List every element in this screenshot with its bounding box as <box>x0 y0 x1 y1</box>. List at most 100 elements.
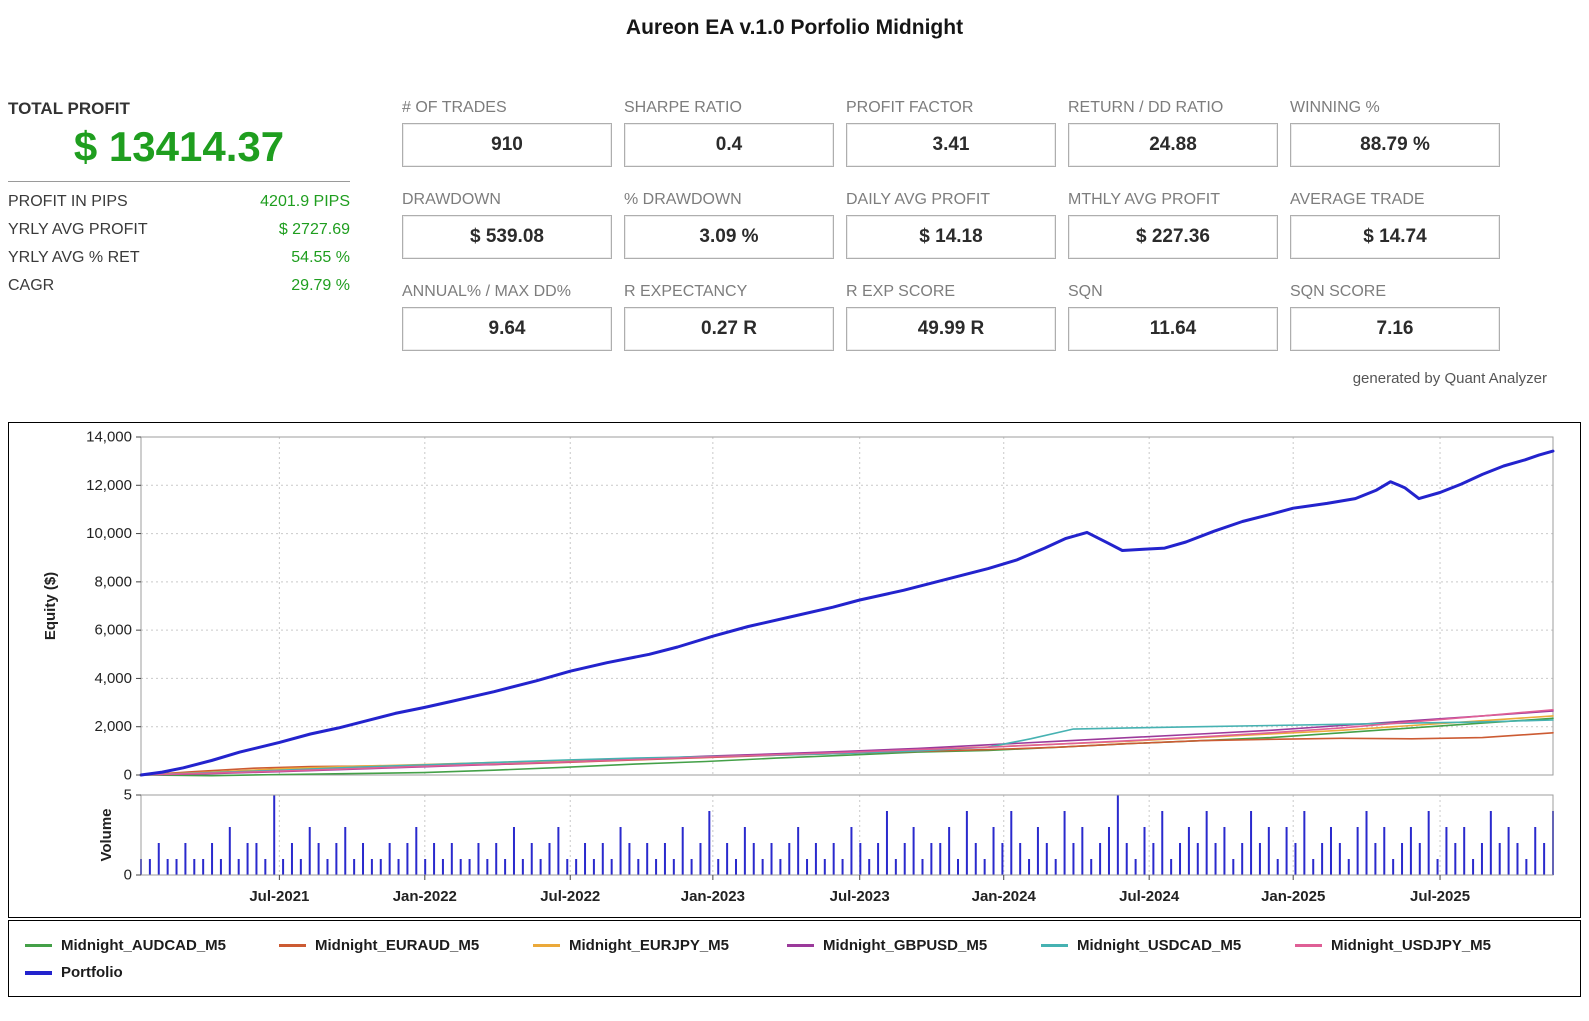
legend-swatch-Midnight_GBPUSD_M5 <box>787 944 814 947</box>
total-profit-value: $ 13414.37 <box>8 123 350 182</box>
profit-row-value: 54.55 % <box>291 249 350 266</box>
stat-value-box: 7.16 <box>1290 307 1500 351</box>
svg-text:Jan-2024: Jan-2024 <box>972 888 1037 905</box>
profit-row-label: YRLY AVG PROFIT <box>8 221 148 238</box>
svg-text:10,000: 10,000 <box>86 525 132 542</box>
svg-text:Jan-2022: Jan-2022 <box>393 888 457 905</box>
svg-text:4,000: 4,000 <box>94 670 132 687</box>
stat-value-box: $ 14.18 <box>846 215 1056 259</box>
stat-label: MTHLY AVG PROFIT <box>1068 191 1221 208</box>
y-axis-volume: 0 5 Volume <box>98 787 141 884</box>
stat-value-box: 24.88 <box>1068 123 1278 167</box>
legend-swatch-Midnight_EURJPY_M5 <box>533 944 560 947</box>
profit-detail-rows: PROFIT IN PIPS 4201.9 PIPS YRLY AVG PROF… <box>8 188 350 300</box>
stat-label: # OF TRADES <box>402 99 507 116</box>
chart-legend: Midnight_AUDCAD_M5 Midnight_EURAUD_M5 Midn… <box>8 920 1581 997</box>
legend-row-2: Portfolio <box>25 959 1580 986</box>
stat-value-box: 11.64 <box>1068 307 1278 351</box>
legend-item-Midnight_GBPUSD_M5: Midnight_GBPUSD_M5 <box>787 937 1041 954</box>
stats-row-1: # OF TRADES SHARPE RATIO PROFIT FACTOR R… <box>402 99 1500 167</box>
total-profit-header: TOTAL PROFIT <box>8 99 130 118</box>
svg-text:8,000: 8,000 <box>94 573 132 590</box>
svg-text:0: 0 <box>124 767 132 784</box>
stat-label: RETURN / DD RATIO <box>1068 99 1224 116</box>
stat-label: R EXPECTANCY <box>624 283 748 300</box>
legend-swatch-Midnight_EURAUD_M5 <box>279 944 306 947</box>
svg-text:2,000: 2,000 <box>94 718 132 735</box>
gridlines <box>141 436 1553 875</box>
series-Midnight_AUDCAD_M5 <box>140 717 1554 777</box>
profit-row-cagr: CAGR 29.79 % <box>8 272 350 300</box>
stat-value-box: 49.99 R <box>846 307 1056 351</box>
stat-value-box: 3.41 <box>846 123 1056 167</box>
volume-bars <box>140 795 1554 875</box>
legend-swatch-Midnight_USDCAD_M5 <box>1041 944 1068 947</box>
profit-row-yrly-avg: YRLY AVG PROFIT $ 2727.69 <box>8 216 350 244</box>
legend-label: Midnight_EURAUD_M5 <box>315 937 480 954</box>
equity-chart: 0 2,000 4,000 6,000 8,000 10,000 12,000 14,000 E… <box>42 429 1555 905</box>
svg-text:Volume: Volume <box>98 808 115 861</box>
legend-item-Portfolio: Portfolio <box>25 964 123 981</box>
profit-row-label: YRLY AVG % RET <box>8 249 140 266</box>
stat-label: SQN SCORE <box>1290 283 1387 300</box>
stat-label: SHARPE RATIO <box>624 99 742 116</box>
legend-item-Midnight_EURAUD_M5: Midnight_EURAUD_M5 <box>279 937 533 954</box>
equity-chart-panel: 0 2,000 4,000 6,000 8,000 10,000 12,000 14,000 E… <box>8 422 1581 918</box>
stats-grid: # OF TRADES SHARPE RATIO PROFIT FACTOR R… <box>402 99 1500 375</box>
profit-row-yrly-pct: YRLY AVG % RET 54.55 % <box>8 244 350 272</box>
profit-row-value: 29.79 % <box>291 277 350 294</box>
stat-label: ANNUAL% / MAX DD% <box>402 283 571 300</box>
series-Portfolio <box>139 449 1555 777</box>
svg-text:12,000: 12,000 <box>86 477 132 494</box>
legend-swatch-Portfolio <box>25 970 52 975</box>
legend-swatch-Midnight_AUDCAD_M5 <box>25 944 52 947</box>
stat-label: DAILY AVG PROFIT <box>846 191 991 208</box>
legend-item-Midnight_EURJPY_M5: Midnight_EURJPY_M5 <box>533 937 787 954</box>
svg-text:Jul-2024: Jul-2024 <box>1119 888 1180 905</box>
legend-label: Midnight_GBPUSD_M5 <box>823 937 988 954</box>
plot-frames <box>140 436 1554 876</box>
legend-swatch-Midnight_USDJPY_M5 <box>1295 944 1322 947</box>
stat-value-box: 910 <box>402 123 612 167</box>
legend-item-Midnight_AUDCAD_M5: Midnight_AUDCAD_M5 <box>25 937 279 954</box>
svg-text:Jul-2021: Jul-2021 <box>249 888 309 905</box>
stat-label: SQN <box>1068 283 1103 300</box>
svg-text:0: 0 <box>124 867 132 884</box>
total-profit-panel: TOTAL PROFIT $ 13414.37 PROFIT IN PIPS 4… <box>8 99 350 300</box>
legend-item-Midnight_USDJPY_M5: Midnight_USDJPY_M5 <box>1295 937 1549 954</box>
svg-text:Jan-2025: Jan-2025 <box>1261 888 1325 905</box>
stat-value-box: $ 14.74 <box>1290 215 1500 259</box>
x-axis: Jul-2021 Jan-2022 Jul-2022 Jan-2023 Jul-2023… <box>249 875 1470 905</box>
stat-label: DRAWDOWN <box>402 191 501 208</box>
profit-row-pips: PROFIT IN PIPS 4201.9 PIPS <box>8 188 350 216</box>
stat-label: PROFIT FACTOR <box>846 99 974 116</box>
svg-text:Jan-2023: Jan-2023 <box>681 888 745 905</box>
stat-value-box: 0.27 R <box>624 307 834 351</box>
page-title: Aureon EA v.1.0 Porfolio Midnight <box>625 16 964 39</box>
svg-text:5: 5 <box>124 787 132 804</box>
profit-row-value: $ 2727.69 <box>278 221 350 238</box>
legend-label: Portfolio <box>61 964 123 981</box>
svg-text:Equity ($): Equity ($) <box>42 572 59 640</box>
legend-item-Midnight_USDCAD_M5: Midnight_USDCAD_M5 <box>1041 937 1295 954</box>
stat-label: AVERAGE TRADE <box>1290 191 1425 208</box>
series-Midnight_GBPUSD_M5 <box>140 710 1554 776</box>
legend-row-1: Midnight_AUDCAD_M5 Midnight_EURAUD_M5 Midn… <box>25 932 1580 959</box>
stat-value-box: 9.64 <box>402 307 612 351</box>
legend-label: Midnight_AUDCAD_M5 <box>61 937 226 954</box>
stat-value-box: 88.79 % <box>1290 123 1500 167</box>
stat-value-box: 3.09 % <box>624 215 834 259</box>
svg-text:14,000: 14,000 <box>86 429 132 446</box>
stat-value-box: $ 539.08 <box>402 215 612 259</box>
legend-label: Midnight_USDJPY_M5 <box>1331 937 1492 954</box>
stat-label: WINNING % <box>1290 99 1380 116</box>
series-Midnight_USDJPY_M5 <box>140 708 1554 776</box>
svg-text:Jul-2023: Jul-2023 <box>830 888 890 905</box>
y-axis-equity: 0 2,000 4,000 6,000 8,000 10,000 12,000 14,000 E… <box>42 429 141 784</box>
svg-text:6,000: 6,000 <box>94 622 132 639</box>
stats-row-3: ANNUAL% / MAX DD% R EXPECTANCY R EXP SCO… <box>402 283 1500 351</box>
profit-row-label: PROFIT IN PIPS <box>8 193 128 210</box>
stats-row-2: DRAWDOWN % DRAWDOWN DAILY AVG PROFIT MTH… <box>402 191 1500 259</box>
legend-label: Midnight_USDCAD_M5 <box>1077 937 1242 954</box>
stat-label: R EXP SCORE <box>846 283 956 300</box>
